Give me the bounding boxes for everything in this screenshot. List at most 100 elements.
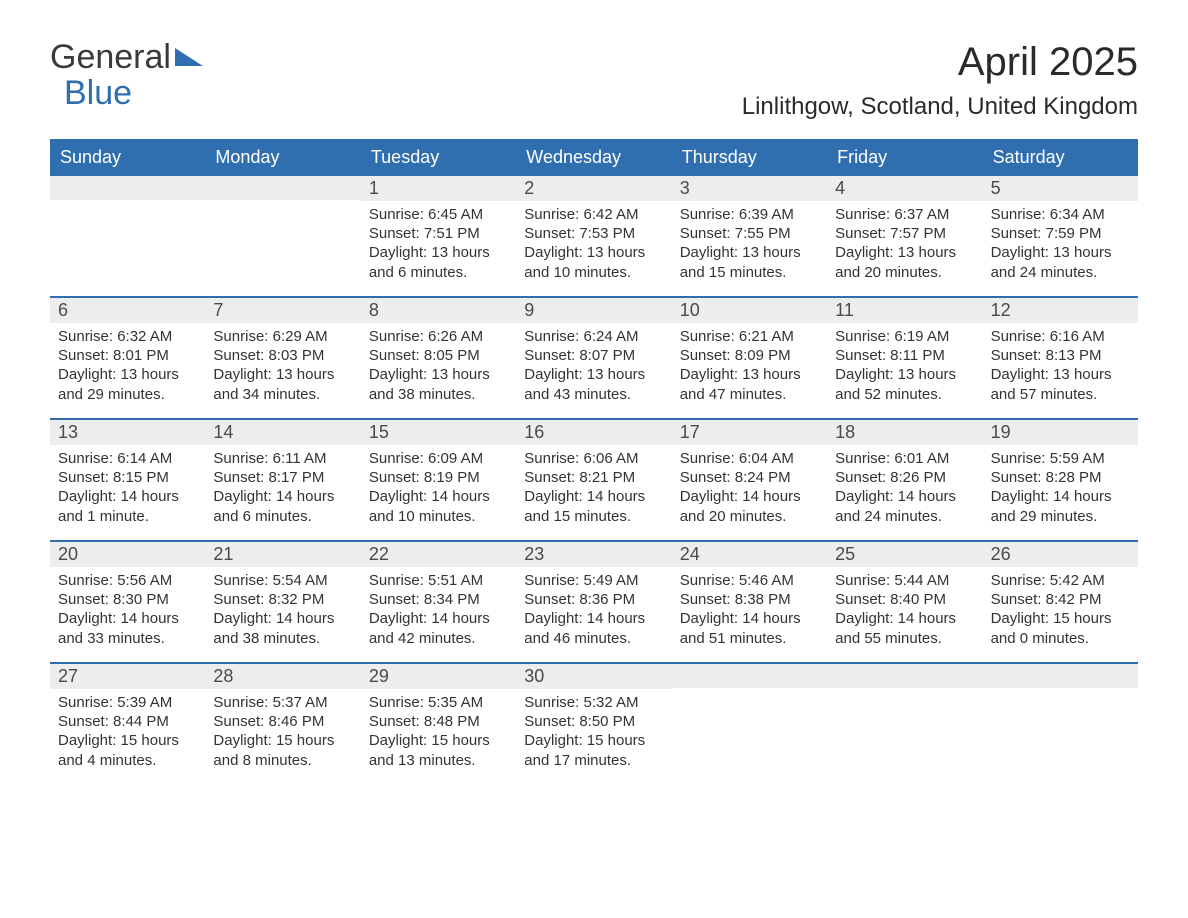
day-number: 9 [516, 298, 671, 323]
sunrise-line: Sunrise: 6:24 AM [524, 327, 663, 346]
day-cell: 30Sunrise: 5:32 AMSunset: 8:50 PMDayligh… [516, 664, 671, 784]
day-info: Sunrise: 6:06 AMSunset: 8:21 PMDaylight:… [516, 445, 671, 536]
day-number: 3 [672, 176, 827, 201]
daylight-line: Daylight: 13 hours and 10 minutes. [524, 243, 663, 281]
daylight-line: Daylight: 15 hours and 17 minutes. [524, 731, 663, 769]
sunset-line: Sunset: 8:24 PM [680, 468, 819, 487]
day-number: 8 [361, 298, 516, 323]
sunset-line: Sunset: 8:03 PM [213, 346, 352, 365]
day-cell: 19Sunrise: 5:59 AMSunset: 8:28 PMDayligh… [983, 420, 1138, 540]
daylight-line: Daylight: 15 hours and 4 minutes. [58, 731, 197, 769]
day-cell: 5Sunrise: 6:34 AMSunset: 7:59 PMDaylight… [983, 176, 1138, 296]
sunrise-line: Sunrise: 6:42 AM [524, 205, 663, 224]
daylight-line: Daylight: 14 hours and 55 minutes. [835, 609, 974, 647]
sunrise-line: Sunrise: 5:54 AM [213, 571, 352, 590]
month-title: April 2025 [742, 40, 1138, 85]
daylight-line: Daylight: 15 hours and 8 minutes. [213, 731, 352, 769]
logo-flag-icon [175, 48, 203, 66]
daylight-line: Daylight: 14 hours and 24 minutes. [835, 487, 974, 525]
daylight-line: Daylight: 14 hours and 38 minutes. [213, 609, 352, 647]
day-info: Sunrise: 5:59 AMSunset: 8:28 PMDaylight:… [983, 445, 1138, 536]
day-info: Sunrise: 6:29 AMSunset: 8:03 PMDaylight:… [205, 323, 360, 414]
day-cell: 24Sunrise: 5:46 AMSunset: 8:38 PMDayligh… [672, 542, 827, 662]
sunset-line: Sunset: 8:21 PM [524, 468, 663, 487]
day-info: Sunrise: 6:21 AMSunset: 8:09 PMDaylight:… [672, 323, 827, 414]
day-number [983, 664, 1138, 688]
day-cell: 25Sunrise: 5:44 AMSunset: 8:40 PMDayligh… [827, 542, 982, 662]
dow-sunday: Sunday [50, 139, 205, 176]
day-info: Sunrise: 6:37 AMSunset: 7:57 PMDaylight:… [827, 201, 982, 292]
sunrise-line: Sunrise: 6:21 AM [680, 327, 819, 346]
day-number: 11 [827, 298, 982, 323]
day-cell: 28Sunrise: 5:37 AMSunset: 8:46 PMDayligh… [205, 664, 360, 784]
sunrise-line: Sunrise: 6:39 AM [680, 205, 819, 224]
calendar-week: 27Sunrise: 5:39 AMSunset: 8:44 PMDayligh… [50, 662, 1138, 784]
day-cell: 27Sunrise: 5:39 AMSunset: 8:44 PMDayligh… [50, 664, 205, 784]
sunrise-line: Sunrise: 5:37 AM [213, 693, 352, 712]
day-info: Sunrise: 5:39 AMSunset: 8:44 PMDaylight:… [50, 689, 205, 780]
day-info: Sunrise: 6:26 AMSunset: 8:05 PMDaylight:… [361, 323, 516, 414]
daylight-line: Daylight: 13 hours and 47 minutes. [680, 365, 819, 403]
dow-saturday: Saturday [983, 139, 1138, 176]
day-info: Sunrise: 6:42 AMSunset: 7:53 PMDaylight:… [516, 201, 671, 292]
daylight-line: Daylight: 14 hours and 42 minutes. [369, 609, 508, 647]
day-number: 17 [672, 420, 827, 445]
day-cell: 14Sunrise: 6:11 AMSunset: 8:17 PMDayligh… [205, 420, 360, 540]
dow-wednesday: Wednesday [516, 139, 671, 176]
day-cell: 21Sunrise: 5:54 AMSunset: 8:32 PMDayligh… [205, 542, 360, 662]
sunset-line: Sunset: 7:53 PM [524, 224, 663, 243]
day-info: Sunrise: 5:46 AMSunset: 8:38 PMDaylight:… [672, 567, 827, 658]
sunrise-line: Sunrise: 6:09 AM [369, 449, 508, 468]
weeks-container: 1Sunrise: 6:45 AMSunset: 7:51 PMDaylight… [50, 176, 1138, 784]
sunrise-line: Sunrise: 5:32 AM [524, 693, 663, 712]
sunset-line: Sunset: 8:38 PM [680, 590, 819, 609]
day-info: Sunrise: 5:32 AMSunset: 8:50 PMDaylight:… [516, 689, 671, 780]
day-number: 10 [672, 298, 827, 323]
day-cell: 3Sunrise: 6:39 AMSunset: 7:55 PMDaylight… [672, 176, 827, 296]
day-cell: 18Sunrise: 6:01 AMSunset: 8:26 PMDayligh… [827, 420, 982, 540]
day-number [205, 176, 360, 200]
title-block: April 2025 Linlithgow, Scotland, United … [742, 40, 1138, 121]
sunrise-line: Sunrise: 6:14 AM [58, 449, 197, 468]
daylight-line: Daylight: 14 hours and 15 minutes. [524, 487, 663, 525]
sunrise-line: Sunrise: 6:16 AM [991, 327, 1130, 346]
day-info: Sunrise: 6:09 AMSunset: 8:19 PMDaylight:… [361, 445, 516, 536]
sunset-line: Sunset: 8:11 PM [835, 346, 974, 365]
sunrise-line: Sunrise: 6:37 AM [835, 205, 974, 224]
page-header: General Blue April 2025 Linlithgow, Scot… [50, 40, 1138, 121]
day-info: Sunrise: 6:24 AMSunset: 8:07 PMDaylight:… [516, 323, 671, 414]
sunrise-line: Sunrise: 6:26 AM [369, 327, 508, 346]
daylight-line: Daylight: 14 hours and 1 minute. [58, 487, 197, 525]
sunset-line: Sunset: 8:34 PM [369, 590, 508, 609]
day-number: 14 [205, 420, 360, 445]
day-number: 15 [361, 420, 516, 445]
daylight-line: Daylight: 13 hours and 29 minutes. [58, 365, 197, 403]
dow-friday: Friday [827, 139, 982, 176]
daylight-line: Daylight: 14 hours and 10 minutes. [369, 487, 508, 525]
day-number: 25 [827, 542, 982, 567]
daylight-line: Daylight: 13 hours and 24 minutes. [991, 243, 1130, 281]
sunset-line: Sunset: 7:55 PM [680, 224, 819, 243]
sunrise-line: Sunrise: 6:29 AM [213, 327, 352, 346]
day-cell: 4Sunrise: 6:37 AMSunset: 7:57 PMDaylight… [827, 176, 982, 296]
sunset-line: Sunset: 8:30 PM [58, 590, 197, 609]
day-info: Sunrise: 5:51 AMSunset: 8:34 PMDaylight:… [361, 567, 516, 658]
sunrise-line: Sunrise: 5:49 AM [524, 571, 663, 590]
day-number: 7 [205, 298, 360, 323]
daylight-line: Daylight: 14 hours and 20 minutes. [680, 487, 819, 525]
sunset-line: Sunset: 7:57 PM [835, 224, 974, 243]
day-number [672, 664, 827, 688]
daylight-line: Daylight: 13 hours and 57 minutes. [991, 365, 1130, 403]
sunrise-line: Sunrise: 5:39 AM [58, 693, 197, 712]
day-number: 22 [361, 542, 516, 567]
day-info: Sunrise: 6:39 AMSunset: 7:55 PMDaylight:… [672, 201, 827, 292]
day-cell: 11Sunrise: 6:19 AMSunset: 8:11 PMDayligh… [827, 298, 982, 418]
day-cell: 17Sunrise: 6:04 AMSunset: 8:24 PMDayligh… [672, 420, 827, 540]
day-number: 12 [983, 298, 1138, 323]
day-info: Sunrise: 6:11 AMSunset: 8:17 PMDaylight:… [205, 445, 360, 536]
daylight-line: Daylight: 14 hours and 33 minutes. [58, 609, 197, 647]
sunrise-line: Sunrise: 5:59 AM [991, 449, 1130, 468]
sunrise-line: Sunrise: 6:11 AM [213, 449, 352, 468]
day-info: Sunrise: 6:16 AMSunset: 8:13 PMDaylight:… [983, 323, 1138, 414]
day-info: Sunrise: 5:35 AMSunset: 8:48 PMDaylight:… [361, 689, 516, 780]
